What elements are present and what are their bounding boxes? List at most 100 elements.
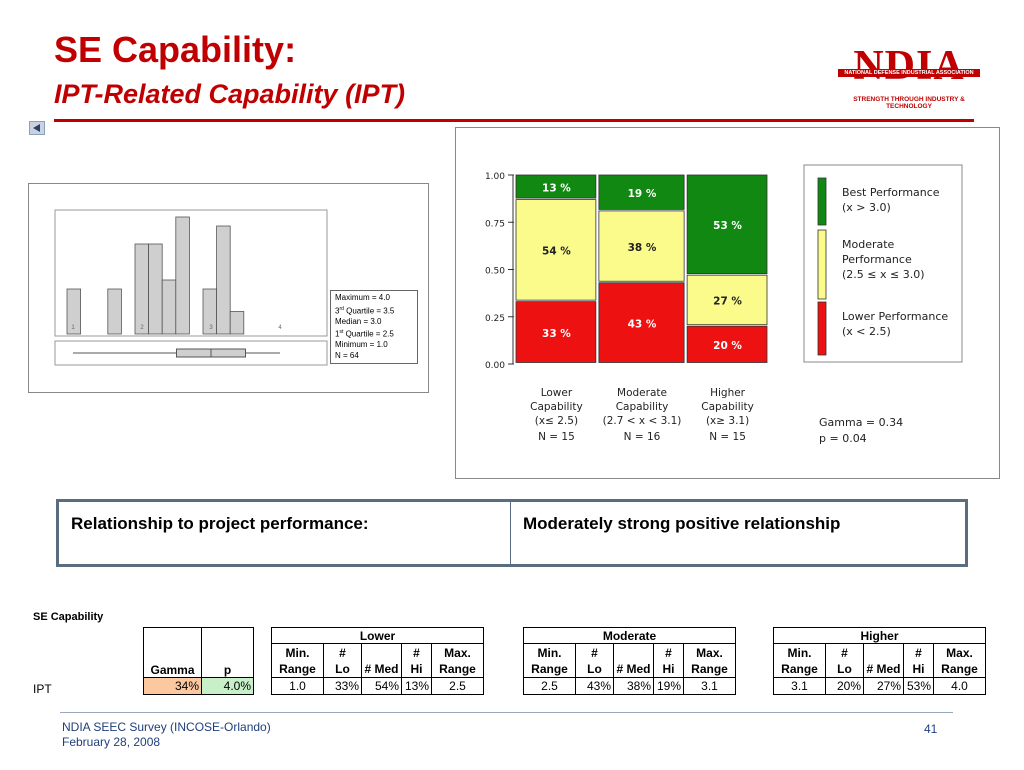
histogram-tick-label: 2 <box>140 325 144 331</box>
column-header: Min. Range <box>773 643 826 678</box>
histogram-panel: 1 2 3 4 <box>28 183 429 393</box>
y-tick-label: 0.00 <box>485 361 505 371</box>
group-header: Moderate <box>523 627 736 644</box>
footer-source: NDIA SEEC Survey (INCOSE-Orlando) <box>62 720 271 734</box>
category-label: Lower <box>541 387 573 399</box>
stat-q1: 1st Quartile = 2.5 <box>335 329 394 339</box>
column-header: # Lo <box>575 643 614 678</box>
table-cell: 3.1 <box>683 677 736 695</box>
column-header: # Med <box>863 643 904 678</box>
legend-box <box>803 164 963 363</box>
column-header: Min. Range <box>271 643 324 678</box>
ndia-logo: NDIA NATIONAL DEFENSE INDUSTRIAL ASSOCIA… <box>836 43 982 110</box>
stat-minimum: Minimum = 1.0 <box>335 340 388 350</box>
table-cell: 20% <box>825 677 864 695</box>
stat-median: Median = 3.0 <box>335 316 382 326</box>
y-tick-label: 0.50 <box>485 267 505 277</box>
footer-rule <box>60 712 953 713</box>
logo-tagline: STRENGTH THROUGH INDUSTRY & TECHNOLOGY <box>853 96 965 110</box>
table-cell: 27% <box>863 677 904 695</box>
slide-subtitle: IPT-Related Capability (IPT) <box>54 79 406 109</box>
category-label: Higher <box>710 387 746 399</box>
relationship-value: Moderately strong positive relationship <box>523 514 841 533</box>
segment-label: 54 % <box>542 246 571 258</box>
category-label: N = 15 <box>538 431 575 443</box>
histogram-bar <box>66 288 82 335</box>
group-header: Higher <box>773 627 986 644</box>
title-underline <box>54 119 974 122</box>
legend-swatch <box>817 229 827 300</box>
segment-label: 53 % <box>713 220 742 232</box>
logo-letters: NDIA <box>853 43 965 89</box>
footer-date: February 28, 2008 <box>62 735 161 749</box>
y-tick-label: 0.75 <box>485 219 505 229</box>
segment-label: 27 % <box>713 296 742 308</box>
column-header: # Lo <box>323 643 362 678</box>
table-cell: 53% <box>903 677 934 695</box>
mosaic-segment <box>515 174 597 199</box>
column-header: # Hi <box>401 643 432 678</box>
ipt-row-label: IPT <box>33 682 52 696</box>
table-cell: 4.0 <box>933 677 986 695</box>
mosaic-chart-frame: 1.00 0.75 0.50 0.25 0.00 33 % 54 % 13 % 43 % 38 … <box>455 127 1000 479</box>
table-cell: 19% <box>653 677 684 695</box>
category-label: Capability <box>701 401 754 413</box>
legend-label: Lower Performance <box>842 310 948 323</box>
legend-label: Best Performance <box>842 186 940 199</box>
histogram-bar <box>229 311 245 335</box>
stat-maximum: Maximum = 4.0 <box>335 293 390 302</box>
table-cell: 1.0 <box>271 677 324 695</box>
category-label: (x≥ 3.1) <box>706 415 749 427</box>
legend-swatch <box>817 177 827 226</box>
page-number: 41 <box>924 722 938 736</box>
column-header: # Hi <box>653 643 684 678</box>
triangle-left-icon <box>33 124 40 132</box>
gamma-value: 34% <box>143 677 202 695</box>
mosaic-segment <box>515 199 597 301</box>
group-table-moderate: Moderate Min. Range # Lo # Med # Hi Max. Range 2.… <box>523 627 736 695</box>
mosaic-segment <box>686 274 768 326</box>
column-header: Max. Range <box>431 643 484 678</box>
stat-q3: 3rd Quartile = 3.5 <box>335 305 395 316</box>
se-capability-label: SE Capability <box>33 611 104 623</box>
gamma-header: Gamma <box>143 627 202 678</box>
p-text: p = 0.04 <box>819 432 867 445</box>
segment-label: 13 % <box>542 182 571 194</box>
mosaic-segment <box>598 174 685 210</box>
table-cell: 38% <box>613 677 654 695</box>
histogram-bar <box>148 243 163 335</box>
histogram-tick-label: 4 <box>278 325 282 331</box>
group-table-higher: Higher Min. Range # Lo # Med # Hi Max. Range 3.1 2… <box>773 627 986 695</box>
category-label: Capability <box>616 401 669 413</box>
logo-bar-text: NATIONAL DEFENSE INDUSTRIAL ASSOCIATION <box>838 69 980 77</box>
legend-label: (x < 2.5) <box>842 325 891 338</box>
legend-label: (2.5 ≤ x ≤ 3.0) <box>842 268 925 281</box>
category-label: (x≤ 2.5) <box>535 415 578 427</box>
p-value: 4.0% <box>201 677 254 695</box>
table-cell: 3.1 <box>773 677 826 695</box>
column-header: Max. Range <box>683 643 736 678</box>
column-header: # Med <box>613 643 654 678</box>
summary-stats: Maximum = 4.0 3rd Quartile = 3.5 Median … <box>330 290 418 364</box>
histogram-bar <box>107 288 122 335</box>
segment-label: 33 % <box>542 328 571 340</box>
table-cell: 2.5 <box>523 677 576 695</box>
gamma-p-table: Gamma p 34% 4.0% <box>143 627 254 695</box>
mosaic-segment <box>598 282 685 363</box>
mosaic-chart: 1.00 0.75 0.50 0.25 0.00 33 % 54 % 13 % 43 % 38 … <box>458 158 965 450</box>
back-button[interactable] <box>29 121 45 135</box>
group-header: Lower <box>271 627 484 644</box>
histogram-bar <box>216 225 231 335</box>
legend-label: Moderate <box>842 238 895 251</box>
category-label: (2.7 < x < 3.1) <box>603 415 682 427</box>
relationship-label: Relationship to project performance: <box>59 502 511 564</box>
slide-title: SE Capability: <box>54 29 297 70</box>
stat-n: N = 64 <box>335 350 359 360</box>
table-cell: 33% <box>323 677 362 695</box>
column-header: Max. Range <box>933 643 986 678</box>
table-cell: 54% <box>361 677 402 695</box>
histogram-chart: 1 2 3 4 <box>54 209 328 366</box>
mosaic-segment <box>598 210 685 282</box>
legend-swatch <box>817 301 827 356</box>
segment-label: 20 % <box>713 340 742 352</box>
